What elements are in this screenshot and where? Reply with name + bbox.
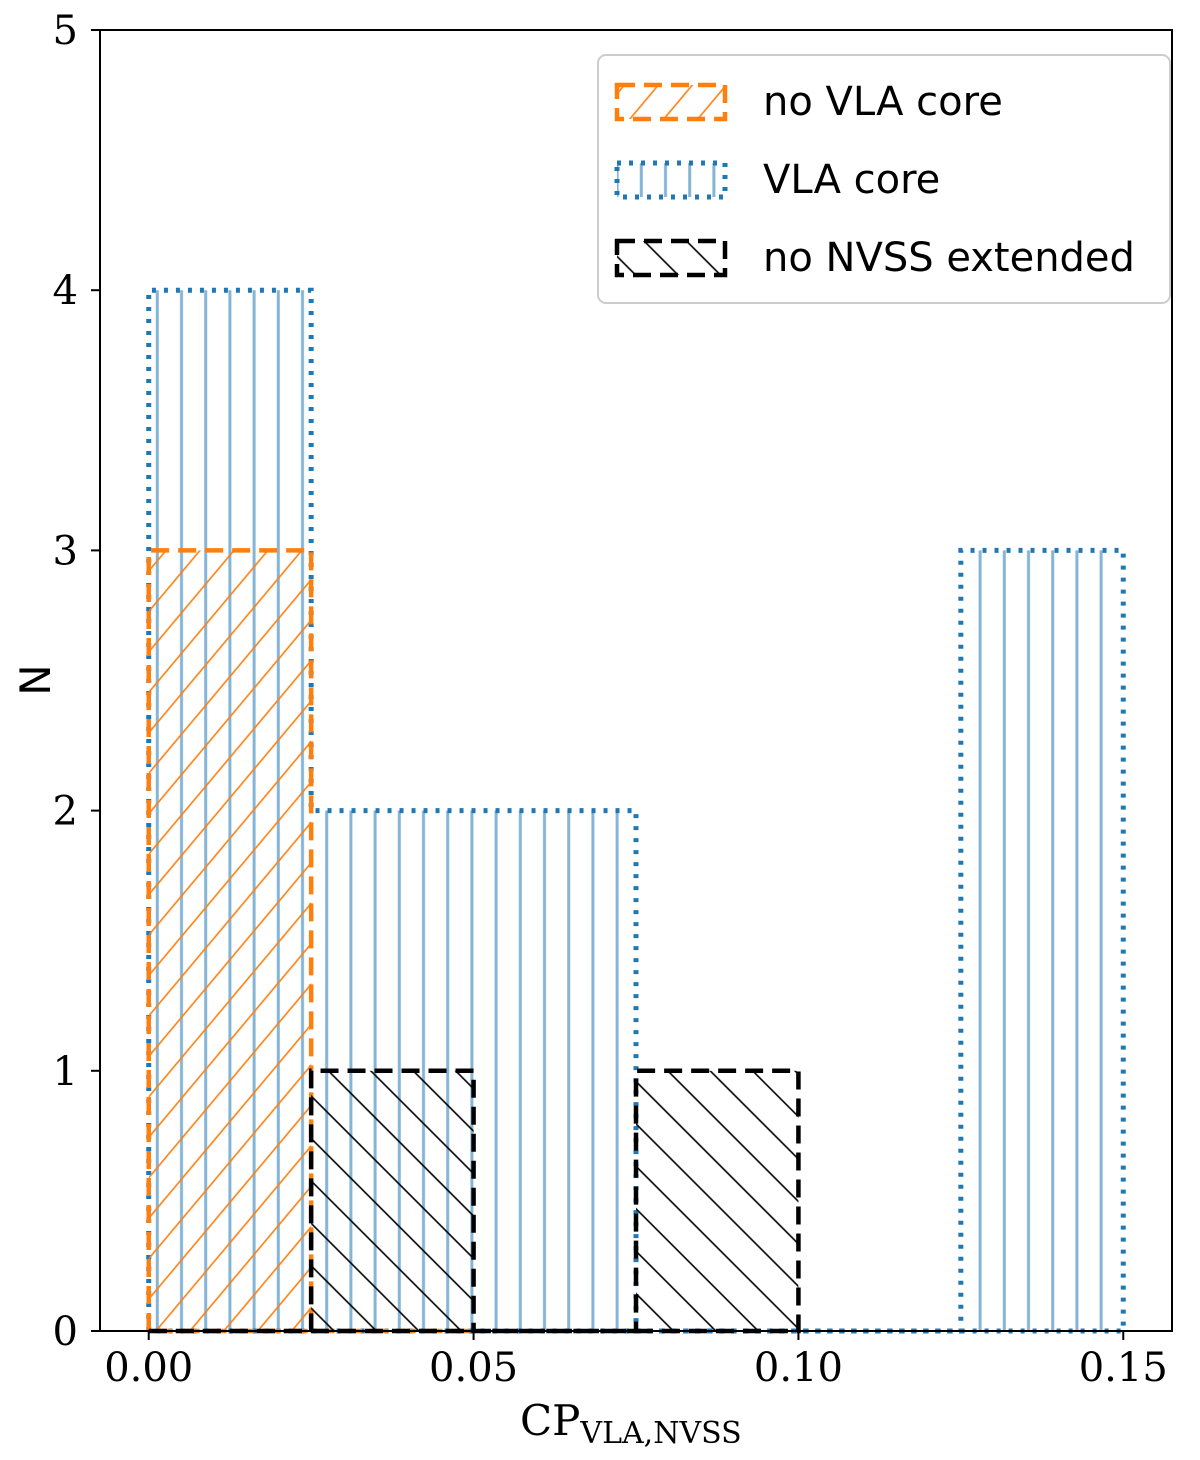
x-axis-label-subscript: VLA,NVSS xyxy=(579,1416,741,1451)
legend-swatch xyxy=(614,82,728,122)
y-tick-label: 3 xyxy=(53,528,78,574)
bar-vla-core-5 xyxy=(960,550,1124,1331)
y-tick-label: 1 xyxy=(53,1049,78,1095)
plot-area xyxy=(146,287,1126,1334)
x-tick-label: 0.15 xyxy=(1079,1345,1168,1391)
legend-box xyxy=(597,54,1171,304)
legend-swatch xyxy=(614,238,728,278)
y-tick-label: 4 xyxy=(53,268,78,314)
x-axis-label: CPVLA,NVSS xyxy=(520,1396,742,1451)
x-tick-label: 0.05 xyxy=(429,1345,518,1391)
y-axis-label: N xyxy=(11,664,60,695)
series-no-vla-core xyxy=(146,548,474,1334)
y-tick-label: 2 xyxy=(53,789,78,835)
legend-entries: no VLA core VLA core no NVSS extended xyxy=(614,79,1135,281)
legend-swatch xyxy=(614,160,728,200)
legend-entry-vla-core: VLA core xyxy=(614,157,940,203)
x-axis-ticks: 0.00 0.05 0.10 0.15 xyxy=(104,1331,1168,1391)
legend: no VLA core VLA core no NVSS extended xyxy=(597,54,1171,304)
bar-no-nvss-extended-1 xyxy=(311,1070,474,1331)
series-no-nvss-extended xyxy=(148,1068,801,1334)
legend-label: no VLA core xyxy=(763,79,1003,125)
legend-entry-no-nvss-extended: no NVSS extended xyxy=(614,235,1135,281)
x-tick-label: 0.00 xyxy=(104,1345,193,1391)
y-axis-ticks: 0 1 2 3 4 5 xyxy=(53,8,100,1355)
bar-vla-core-2 xyxy=(473,810,636,1331)
axes-frame xyxy=(99,29,1173,1332)
legend-label: no NVSS extended xyxy=(763,235,1135,281)
legend-entry-no-vla-core: no VLA core xyxy=(614,79,1003,125)
x-tick-label: 0.10 xyxy=(754,1345,843,1391)
y-tick-label: 5 xyxy=(53,8,78,54)
x-axis-label-main: CP xyxy=(520,1396,580,1445)
bar-no-vla-core-0 xyxy=(148,550,312,1331)
legend-label: VLA core xyxy=(763,157,940,203)
y-tick-label: 0 xyxy=(53,1309,78,1355)
outline-no-vla-core xyxy=(146,548,474,1334)
bar-no-nvss-extended-3 xyxy=(636,1070,799,1331)
